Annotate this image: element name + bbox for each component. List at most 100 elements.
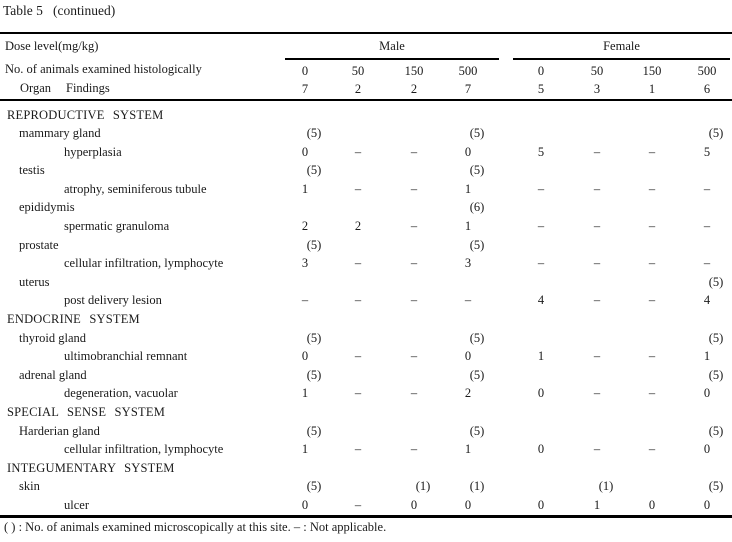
value-cell: 0 bbox=[537, 497, 545, 512]
organ-label: testis bbox=[19, 163, 45, 178]
table-footnote: ( ) : No. of animals examined microscopi… bbox=[4, 520, 387, 534]
value-cell: (5) bbox=[306, 367, 322, 382]
finding-row: ulcer 0 – 0 0 0 1 0 0 bbox=[0, 496, 732, 515]
organ-label: prostate bbox=[19, 237, 59, 252]
value-cell: 0 bbox=[703, 497, 711, 512]
organ-row: uterus (5) bbox=[0, 273, 732, 292]
value-cell: – bbox=[648, 256, 656, 271]
value-cell: (5) bbox=[306, 126, 322, 141]
value-cell: – bbox=[648, 349, 656, 364]
value-cell: (5) bbox=[306, 423, 322, 438]
organ-label: mammary gland bbox=[19, 126, 101, 141]
value-cell: 0 bbox=[703, 386, 711, 401]
value-cell: – bbox=[410, 386, 418, 401]
finding-label: ultimobranchial remnant bbox=[64, 349, 188, 364]
value-cell: 0 bbox=[703, 442, 711, 457]
value-cell: – bbox=[648, 293, 656, 308]
value-cell: – bbox=[648, 144, 656, 159]
dose-value: 500 bbox=[458, 64, 478, 78]
value-cell: 3 bbox=[464, 256, 472, 271]
value-cell: (1) bbox=[598, 479, 614, 494]
value-cell: 2 bbox=[464, 386, 472, 401]
value-cell: – bbox=[354, 442, 362, 457]
finding-label: cellular infiltration, lymphocyte bbox=[64, 442, 224, 457]
value-cell: – bbox=[301, 293, 309, 308]
value-cell: – bbox=[354, 181, 362, 196]
organ-column-label: Organ bbox=[20, 81, 52, 95]
organ-row: skin (5) (1) (1) (1) (5) bbox=[0, 478, 732, 497]
value-cell: (5) bbox=[708, 423, 724, 438]
finding-label: ulcer bbox=[64, 497, 89, 512]
value-cell: – bbox=[648, 442, 656, 457]
value-cell: – bbox=[354, 349, 362, 364]
value-cell: – bbox=[593, 256, 601, 271]
value-cell: – bbox=[410, 219, 418, 234]
value-cell: – bbox=[593, 181, 601, 196]
organ-row: epididymis (6) bbox=[0, 199, 732, 218]
value-cell: 0 bbox=[648, 497, 656, 512]
value-cell: 0 bbox=[301, 497, 309, 512]
system-row: ENDOCRINE SYSTEM bbox=[0, 311, 732, 330]
dose-value: 0 bbox=[301, 64, 309, 78]
n-examined-value: 5 bbox=[537, 82, 545, 96]
value-cell: – bbox=[354, 497, 362, 512]
value-cell: (5) bbox=[469, 330, 485, 345]
value-cell: (5) bbox=[306, 237, 322, 252]
system-row: REPRODUCTIVE SYSTEM bbox=[0, 106, 732, 125]
value-cell: – bbox=[410, 144, 418, 159]
value-cell: – bbox=[593, 349, 601, 364]
finding-row: hyperplasia 0 – – 0 5 – – 5 bbox=[0, 143, 732, 162]
sex-group-label: Female bbox=[603, 39, 640, 53]
value-cell: (5) bbox=[708, 274, 724, 289]
finding-label: spermatic granuloma bbox=[64, 219, 170, 234]
n-examined-value: 3 bbox=[593, 82, 601, 96]
finding-label: atrophy, seminiferous tubule bbox=[64, 181, 207, 196]
value-cell: – bbox=[410, 181, 418, 196]
dose-level-label: Dose level(mg/kg) bbox=[5, 39, 99, 53]
dose-value: 50 bbox=[351, 64, 365, 78]
n-examined-value: 1 bbox=[648, 82, 656, 96]
value-cell: 1 bbox=[464, 181, 472, 196]
value-cell: – bbox=[648, 386, 656, 401]
value-cell: 3 bbox=[301, 256, 309, 271]
value-cell: 0 bbox=[464, 144, 472, 159]
value-cell: 1 bbox=[301, 386, 309, 401]
system-label: ENDOCRINE SYSTEM bbox=[7, 312, 140, 327]
organ-row: testis (5) (5) bbox=[0, 162, 732, 181]
value-cell: 1 bbox=[537, 349, 545, 364]
finding-row: ultimobranchial remnant 0 – – 0 1 – – 1 bbox=[0, 348, 732, 367]
organ-label: thyroid gland bbox=[19, 330, 87, 345]
value-cell: 2 bbox=[354, 219, 362, 234]
value-cell: (6) bbox=[469, 200, 485, 215]
value-cell: – bbox=[410, 442, 418, 457]
value-cell: – bbox=[537, 256, 545, 271]
value-cell: (5) bbox=[708, 126, 724, 141]
system-row: INTEGUMENTARY SYSTEM bbox=[0, 459, 732, 478]
value-cell: (5) bbox=[708, 330, 724, 345]
system-label: REPRODUCTIVE SYSTEM bbox=[7, 107, 164, 122]
animals-examined-label: No. of animals examined histologically bbox=[5, 62, 202, 76]
organ-row: prostate (5) (5) bbox=[0, 236, 732, 255]
organ-label: Harderian gland bbox=[19, 423, 100, 438]
sex-group-rule bbox=[513, 58, 730, 60]
organ-label: adrenal gland bbox=[19, 367, 87, 382]
value-cell: 4 bbox=[537, 293, 545, 308]
organ-row: Harderian gland (5) (5) (5) bbox=[0, 422, 732, 441]
findings-column-label: Findings bbox=[66, 81, 110, 95]
value-cell: – bbox=[703, 219, 711, 234]
value-cell: 0 bbox=[537, 442, 545, 457]
table-bottom-rule bbox=[0, 515, 732, 518]
value-cell: (5) bbox=[306, 163, 322, 178]
dose-value: 150 bbox=[404, 64, 424, 78]
value-cell: 0 bbox=[410, 497, 418, 512]
n-examined-value: 7 bbox=[464, 82, 472, 96]
value-cell: – bbox=[593, 144, 601, 159]
value-cell: 2 bbox=[301, 219, 309, 234]
organ-label: skin bbox=[19, 479, 40, 494]
value-cell: 1 bbox=[301, 442, 309, 457]
value-cell: 1 bbox=[593, 497, 601, 512]
organ-label: epididymis bbox=[19, 200, 75, 215]
value-cell: 1 bbox=[301, 181, 309, 196]
finding-row: spermatic granuloma 2 2 – 1 – – – – bbox=[0, 218, 732, 237]
